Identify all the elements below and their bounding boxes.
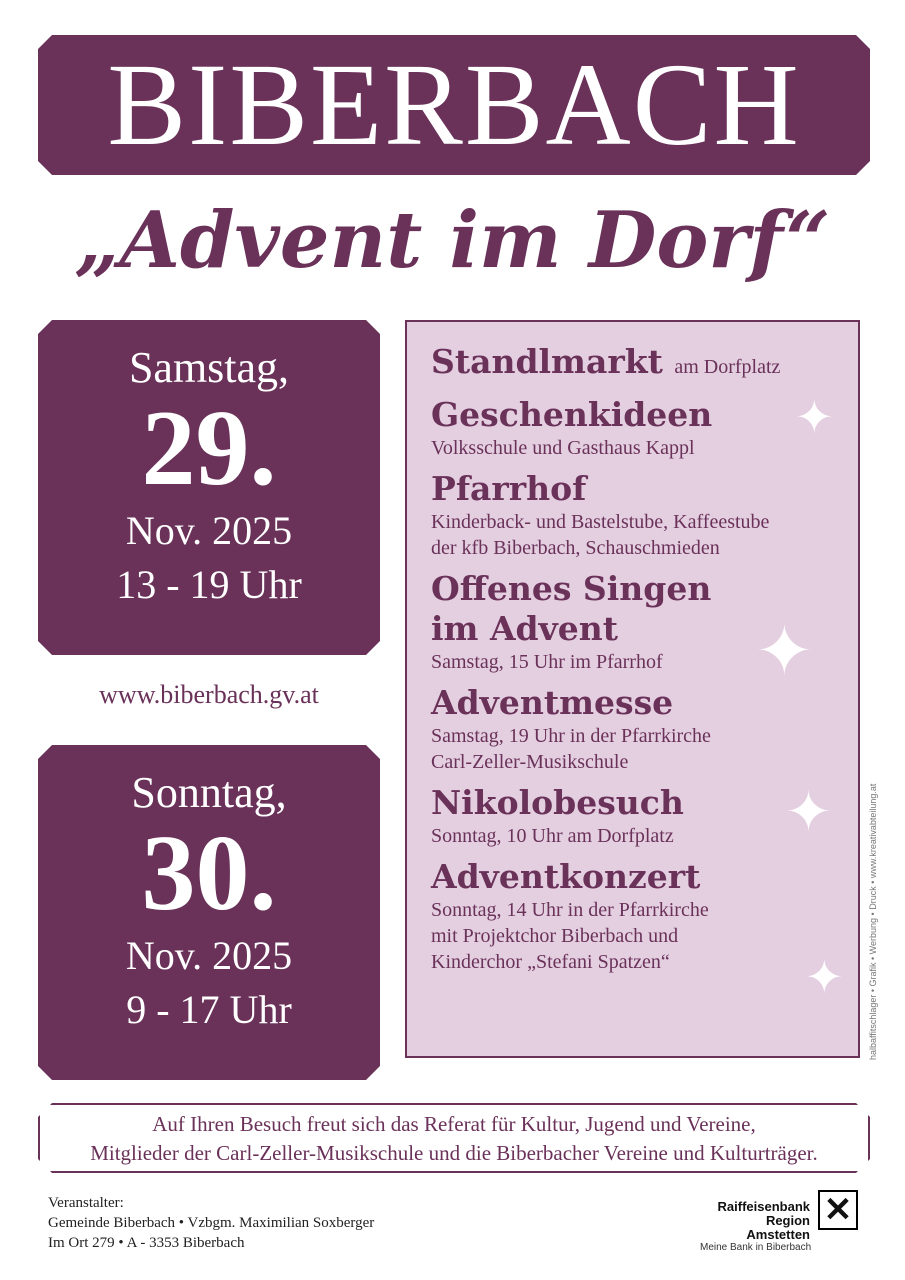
item-line: Sonntag, 14 Uhr in der Pfarrkirche (431, 899, 709, 921)
item-line: Samstag, 19 Uhr in der Pfarrkirche (431, 725, 711, 747)
program-item: Geschenkideen Volksschule und Gasthaus K… (431, 395, 834, 461)
star-icon: ✦ (795, 392, 834, 443)
item-line: Carl-Zeller-Musikschule (431, 751, 629, 773)
organizer-info: Veranstalter: Gemeinde Biberbach • Vzbgm… (48, 1193, 374, 1253)
program-item: Offenes Singen im Advent Samstag, 15 Uhr… (431, 569, 834, 675)
title-banner: BIBERBACH (38, 35, 870, 175)
item-heading-2: im Advent (431, 609, 619, 648)
star-icon: ✦ (805, 952, 844, 1003)
item-line: Volksschule und Gasthaus Kappl (431, 437, 695, 459)
item-line: der kfb Biberbach, Schauschmieden (431, 537, 720, 559)
raiffeisen-gable-icon: ✕ (818, 1190, 858, 1230)
program-item: Nikolobesuch Sonntag, 10 Uhr am Dorfplat… (431, 783, 834, 849)
organizer-label: Veranstalter: (48, 1195, 124, 1211)
thanks-line: Mitglieder der Carl-Zeller-Musikschule u… (90, 1141, 818, 1165)
star-icon: ✦ (755, 614, 814, 691)
program-item: Standlmarkt am Dorfplatz (431, 342, 834, 387)
sunday-box: Sonntag, 30. Nov. 2025 9 - 17 Uhr (38, 745, 380, 1080)
item-line: Kinderback- und Bastelstube, Kaffeestube (431, 511, 770, 533)
day: Samstag, (128, 343, 290, 392)
organizer-name: Gemeinde Biberbach • Vzbgm. Maximilian S… (48, 1215, 375, 1231)
thanks-line: Auf Ihren Besuch freut sich das Referat … (152, 1112, 756, 1136)
item-heading: Nikolobesuch (431, 783, 684, 822)
item-line: Kinderchor „Stefani Spatzen“ (431, 951, 670, 973)
item-line: mit Projektchor Biberbach und (431, 925, 679, 947)
time: 13 - 19 Uhr (116, 562, 302, 607)
time: 9 - 17 Uhr (126, 987, 292, 1032)
item-heading: Adventkonzert (431, 857, 701, 896)
sponsor-slogan: Meine Bank in Biberbach (700, 1242, 812, 1253)
sponsor-region: Region Amstetten (746, 1213, 810, 1242)
item-heading: Adventmesse (431, 683, 674, 722)
date: 29. (141, 389, 277, 508)
program-item: Pfarrhof Kinderback- und Bastelstube, Ka… (431, 469, 834, 561)
date: 30. (141, 814, 277, 933)
day: Sonntag, (131, 768, 287, 817)
item-heading: Pfarrhof (431, 469, 587, 508)
designer-credit: halbaffitschlager • Grafik • Werbung • D… (868, 783, 878, 1060)
program-panel: Standlmarkt am Dorfplatz Geschenkideen V… (405, 320, 860, 1058)
thanks-box: Auf Ihren Besuch freut sich das Referat … (38, 1103, 870, 1173)
program-item: Adventkonzert Sonntag, 14 Uhr in der Pfa… (431, 857, 834, 975)
subtitle: „Advent im Dorf“ (74, 195, 831, 286)
item-heading: Offenes Singen (431, 569, 712, 608)
month: Nov. 2025 (125, 933, 293, 978)
saturday-box: Samstag, 29. Nov. 2025 13 - 19 Uhr (38, 320, 380, 655)
program-item: Adventmesse Samstag, 19 Uhr in der Pfarr… (431, 683, 834, 775)
month: Nov. 2025 (125, 508, 293, 553)
website-link[interactable]: www.biberbach.gv.at (99, 680, 319, 709)
item-line: Samstag, 15 Uhr im Pfarrhof (431, 651, 663, 673)
organizer-address: Im Ort 279 • A - 3353 Biberbach (48, 1235, 245, 1251)
star-icon: ✦ (785, 782, 832, 844)
item-heading: Standlmarkt (431, 342, 663, 381)
item-suffix: am Dorfplatz (674, 356, 781, 378)
item-line: Sonntag, 10 Uhr am Dorfplatz (431, 825, 674, 847)
sponsor-name: Raiffeisenbank (717, 1199, 810, 1214)
item-heading: Geschenkideen (431, 395, 713, 434)
